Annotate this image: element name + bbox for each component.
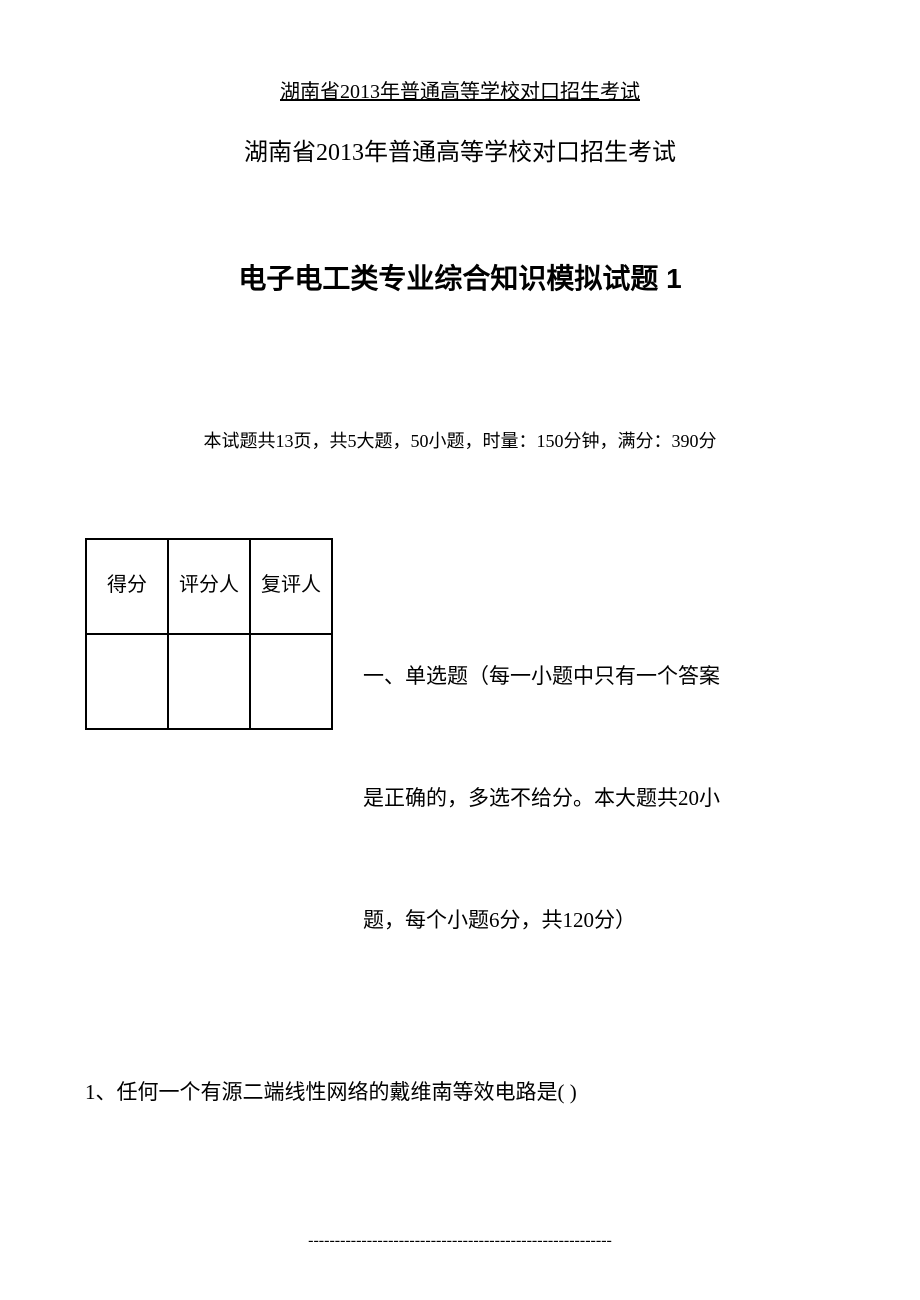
exam-info: 本试题共13页，共5大题，50小题，时量：150分钟，满分：390分 <box>0 297 920 453</box>
section-line1: 一、单选题（每一小题中只有一个答案 <box>363 664 720 688</box>
reviewer-value-cell <box>250 634 332 729</box>
footer-divider: ----------------------------------------… <box>0 1232 920 1250</box>
table-row <box>86 634 332 729</box>
grader-value-cell <box>168 634 250 729</box>
section-line3: 题，每个小题6分，共120分） <box>363 908 636 932</box>
reviewer-header-cell: 复评人 <box>250 539 332 634</box>
main-title: 电子电工类专业综合知识模拟试题 1 <box>0 167 920 297</box>
score-value-cell <box>86 634 168 729</box>
section-line2: 是正确的，多选不给分。本大题共20小 <box>363 786 720 810</box>
page-header: 湖南省2013年普通高等学校对口招生考试 <box>0 0 920 114</box>
content-row: 得分 评分人 复评人 一、单选题（每一小题中只有一个答案 是正确的，多选不给分。… <box>0 453 920 981</box>
question-1: 1、任何一个有源二端线性网络的戴维南等效电路是( ) <box>0 981 920 1106</box>
subtitle: 湖南省2013年普通高等学校对口招生考试 <box>0 114 920 167</box>
score-table: 得分 评分人 复评人 <box>85 538 333 730</box>
table-row: 得分 评分人 复评人 <box>86 539 332 634</box>
score-header-cell: 得分 <box>86 539 168 634</box>
section-intro: 一、单选题（每一小题中只有一个答案 是正确的，多选不给分。本大题共20小 题，每… <box>333 538 860 981</box>
grader-header-cell: 评分人 <box>168 539 250 634</box>
